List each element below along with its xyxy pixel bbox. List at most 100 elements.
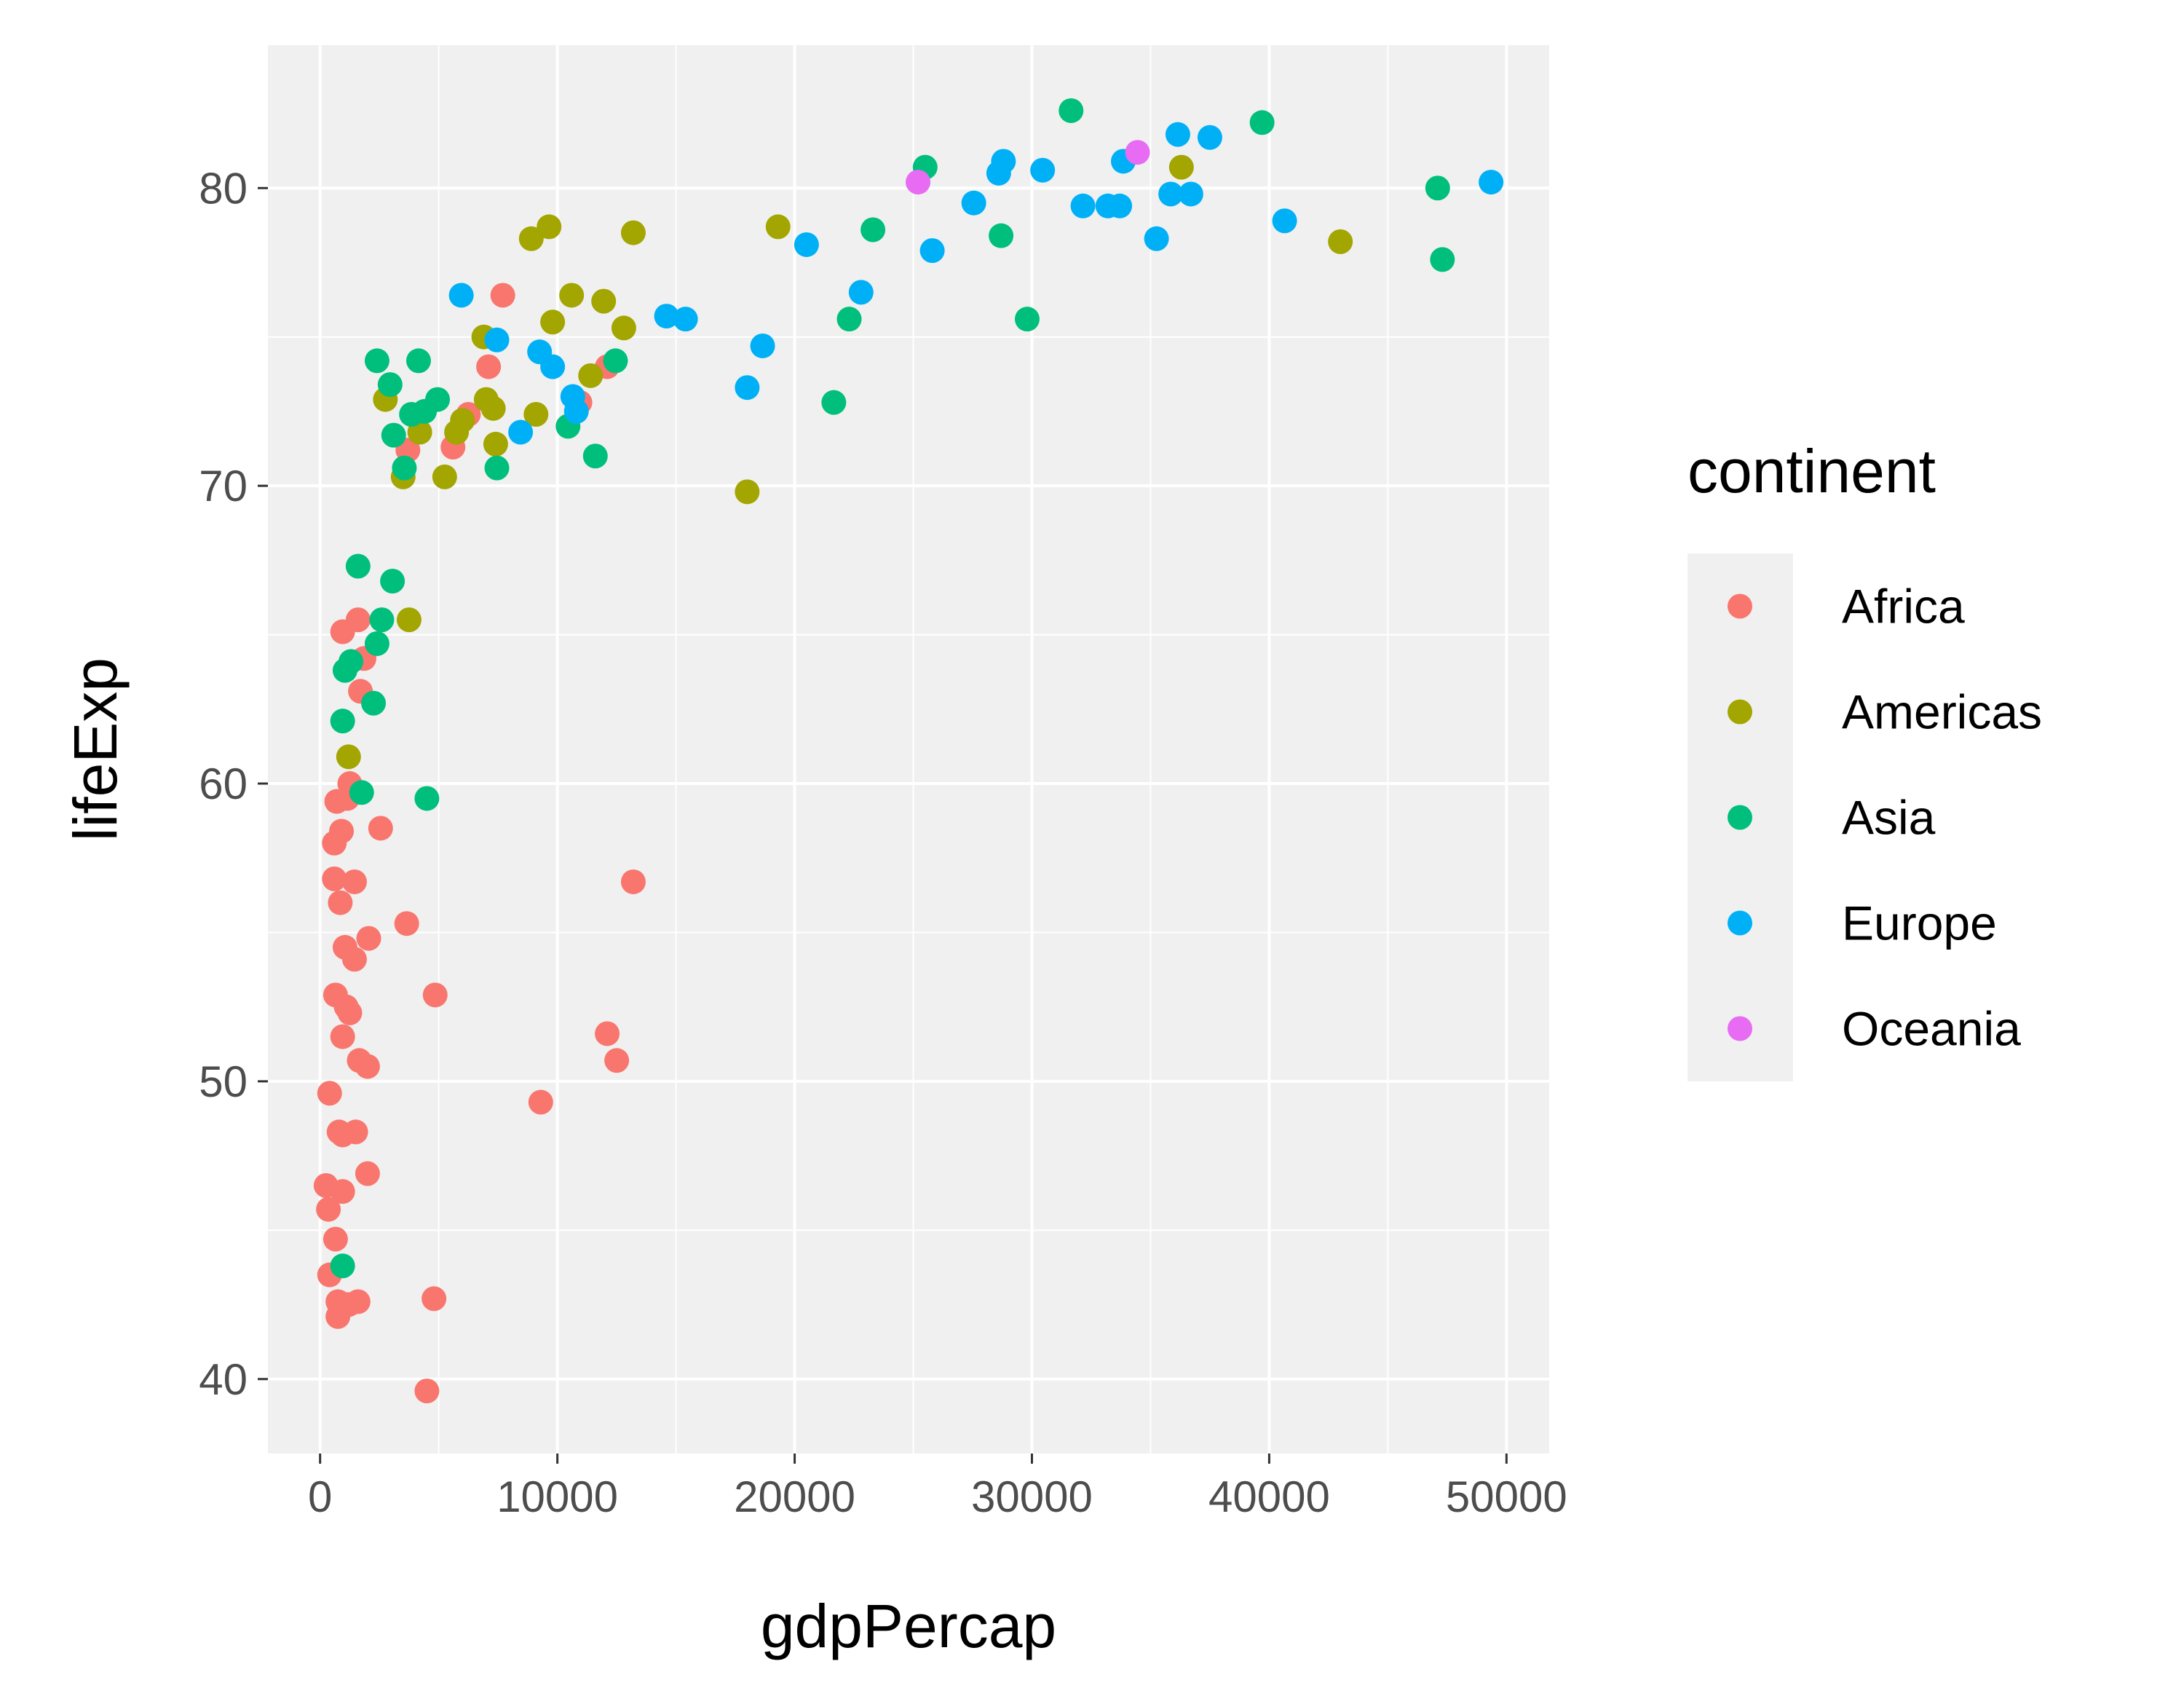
data-point (528, 1089, 553, 1115)
data-point (1178, 181, 1203, 207)
data-point (1144, 226, 1169, 251)
data-point (518, 226, 544, 251)
x-tick-label: 40000 (1208, 1472, 1330, 1521)
data-point (1272, 208, 1297, 234)
data-point (337, 1000, 363, 1025)
data-point (765, 214, 791, 240)
data-point (1425, 175, 1450, 201)
data-point (328, 890, 353, 915)
data-point (381, 422, 406, 448)
data-point (673, 307, 698, 332)
data-point (582, 443, 608, 469)
data-point (355, 1161, 380, 1186)
data-point (349, 780, 374, 805)
data-point (906, 170, 931, 195)
data-points (313, 98, 1504, 1404)
data-point (364, 631, 389, 656)
data-point (603, 348, 628, 374)
data-point (330, 1179, 355, 1204)
x-tick-label: 10000 (496, 1472, 618, 1521)
data-point (484, 455, 510, 481)
data-point (591, 288, 617, 314)
data-point (341, 947, 367, 972)
y-tick-label: 40 (199, 1355, 248, 1404)
legend-label: Americas (1842, 685, 2042, 739)
data-point (355, 1054, 380, 1079)
legend: continent Africa Americas Asia Europe Oceani… (1688, 437, 2042, 1081)
series-oceania (906, 140, 1150, 195)
data-point (361, 690, 387, 716)
data-point (961, 190, 986, 216)
data-point (330, 1024, 355, 1049)
data-point (330, 619, 355, 644)
data-point (919, 238, 945, 264)
data-point (563, 398, 589, 424)
data-point (860, 217, 886, 242)
x-tick-label: 30000 (971, 1472, 1093, 1521)
data-point (1107, 193, 1133, 218)
legend-key (1728, 805, 1752, 830)
data-point (620, 869, 646, 894)
legend-item: Asia (1728, 791, 1936, 845)
y-axis-title: lifeExp (61, 658, 130, 841)
data-point (480, 395, 506, 421)
data-point (611, 315, 636, 341)
x-axis-title: gdpPercap (761, 1592, 1056, 1660)
plot-panel (268, 45, 1549, 1453)
x-tick-label: 0 (308, 1472, 332, 1521)
data-point (540, 354, 566, 379)
legend-label: Asia (1842, 791, 1936, 845)
data-point (735, 479, 760, 505)
data-point (336, 744, 361, 770)
data-point (432, 464, 457, 489)
data-point (1158, 181, 1184, 207)
legend-title: continent (1688, 437, 1936, 505)
data-point (1030, 157, 1056, 183)
legend-key (1728, 699, 1752, 725)
data-point (523, 402, 549, 427)
data-point (369, 607, 395, 633)
data-point (620, 220, 646, 245)
data-point (1430, 247, 1455, 272)
data-point (345, 553, 371, 579)
legend-label: Africa (1842, 580, 1965, 634)
data-point (559, 283, 585, 308)
data-point (448, 283, 474, 308)
data-point (750, 333, 775, 358)
data-point (332, 658, 357, 683)
data-point (484, 327, 510, 352)
data-point (537, 214, 562, 240)
data-point (848, 280, 874, 305)
data-point (405, 348, 431, 374)
data-point (476, 354, 502, 379)
legend-key (1728, 910, 1752, 936)
data-point (323, 1226, 348, 1252)
data-point (1165, 122, 1190, 147)
legend-label: Europe (1842, 896, 1997, 950)
data-point (380, 568, 405, 593)
y-tick-label: 80 (199, 164, 248, 213)
data-point (330, 1122, 355, 1148)
data-point (394, 911, 419, 936)
data-point (444, 419, 470, 445)
data-point (414, 1378, 440, 1404)
data-point (1059, 98, 1084, 123)
data-point (1197, 125, 1222, 150)
y-tick-label: 50 (199, 1057, 248, 1106)
data-point (341, 869, 367, 894)
data-point (324, 789, 349, 814)
data-point (330, 1253, 355, 1279)
data-point (399, 402, 424, 427)
data-point (490, 283, 515, 308)
legend-label: Oceania (1842, 1002, 2021, 1056)
data-point (540, 309, 566, 335)
data-point (317, 1081, 342, 1106)
data-point (1479, 170, 1504, 195)
data-point (414, 786, 440, 811)
data-point (335, 1292, 360, 1317)
data-point (989, 223, 1014, 248)
data-point (1328, 229, 1353, 254)
data-point (392, 455, 417, 481)
data-point (1014, 307, 1040, 332)
data-point (356, 926, 381, 951)
